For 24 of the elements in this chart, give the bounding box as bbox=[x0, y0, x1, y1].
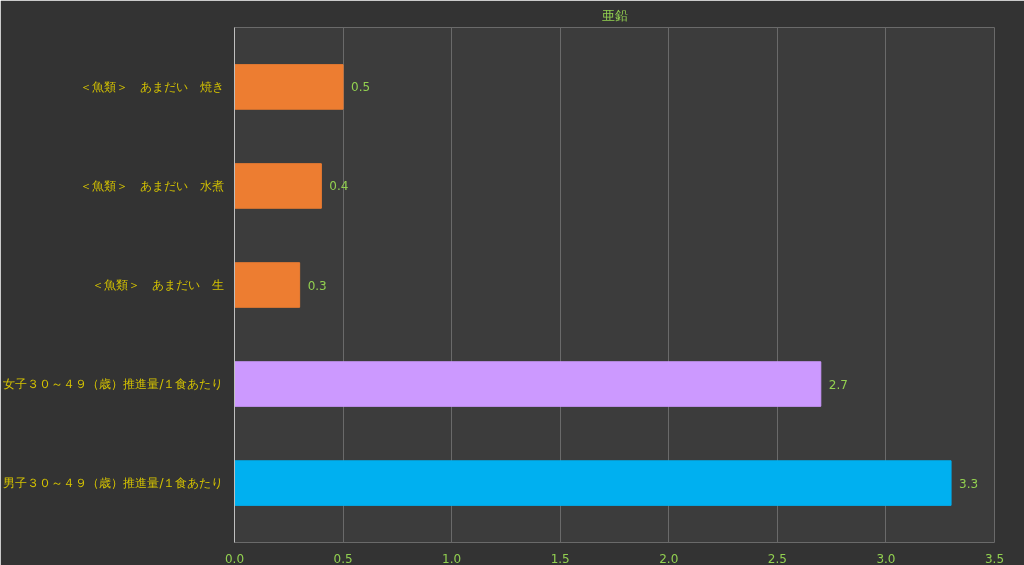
y-tick-label: ＜魚類＞ あまだい 生 bbox=[91, 278, 224, 292]
x-tick-label: 2.5 bbox=[767, 551, 787, 565]
data-label: 0.4 bbox=[329, 179, 349, 194]
y-tick-label: ＜魚類＞ あまだい 水煮 bbox=[79, 178, 224, 193]
bar bbox=[234, 163, 322, 209]
x-tick-label: 1.0 bbox=[442, 551, 462, 565]
data-label: 2.7 bbox=[828, 377, 848, 392]
data-label: 0.3 bbox=[307, 278, 327, 293]
y-tick-label: 男子３０～４９（歳）推進量/１食あたり bbox=[3, 476, 224, 491]
x-tick-label: 0.0 bbox=[224, 551, 245, 565]
x-tick-label: 2.0 bbox=[659, 551, 679, 565]
x-tick-label: 0.5 bbox=[333, 551, 353, 565]
data-label: 0.5 bbox=[351, 80, 371, 95]
y-tick-label: 女子３０～４９（歳）推進量/１食あたり bbox=[3, 377, 224, 392]
bar bbox=[234, 361, 822, 407]
x-tick-label: 1.5 bbox=[550, 551, 570, 565]
data-label: 3.3 bbox=[959, 476, 979, 491]
bar bbox=[234, 64, 344, 110]
bar bbox=[234, 460, 952, 506]
x-tick-label: 3.5 bbox=[984, 551, 1005, 565]
y-tick-label: ＜魚類＞ あまだい 焼き bbox=[79, 79, 224, 94]
bar bbox=[234, 262, 301, 308]
chart-title: 亜鉛 bbox=[601, 7, 628, 23]
x-tick-label: 3.0 bbox=[876, 551, 896, 565]
